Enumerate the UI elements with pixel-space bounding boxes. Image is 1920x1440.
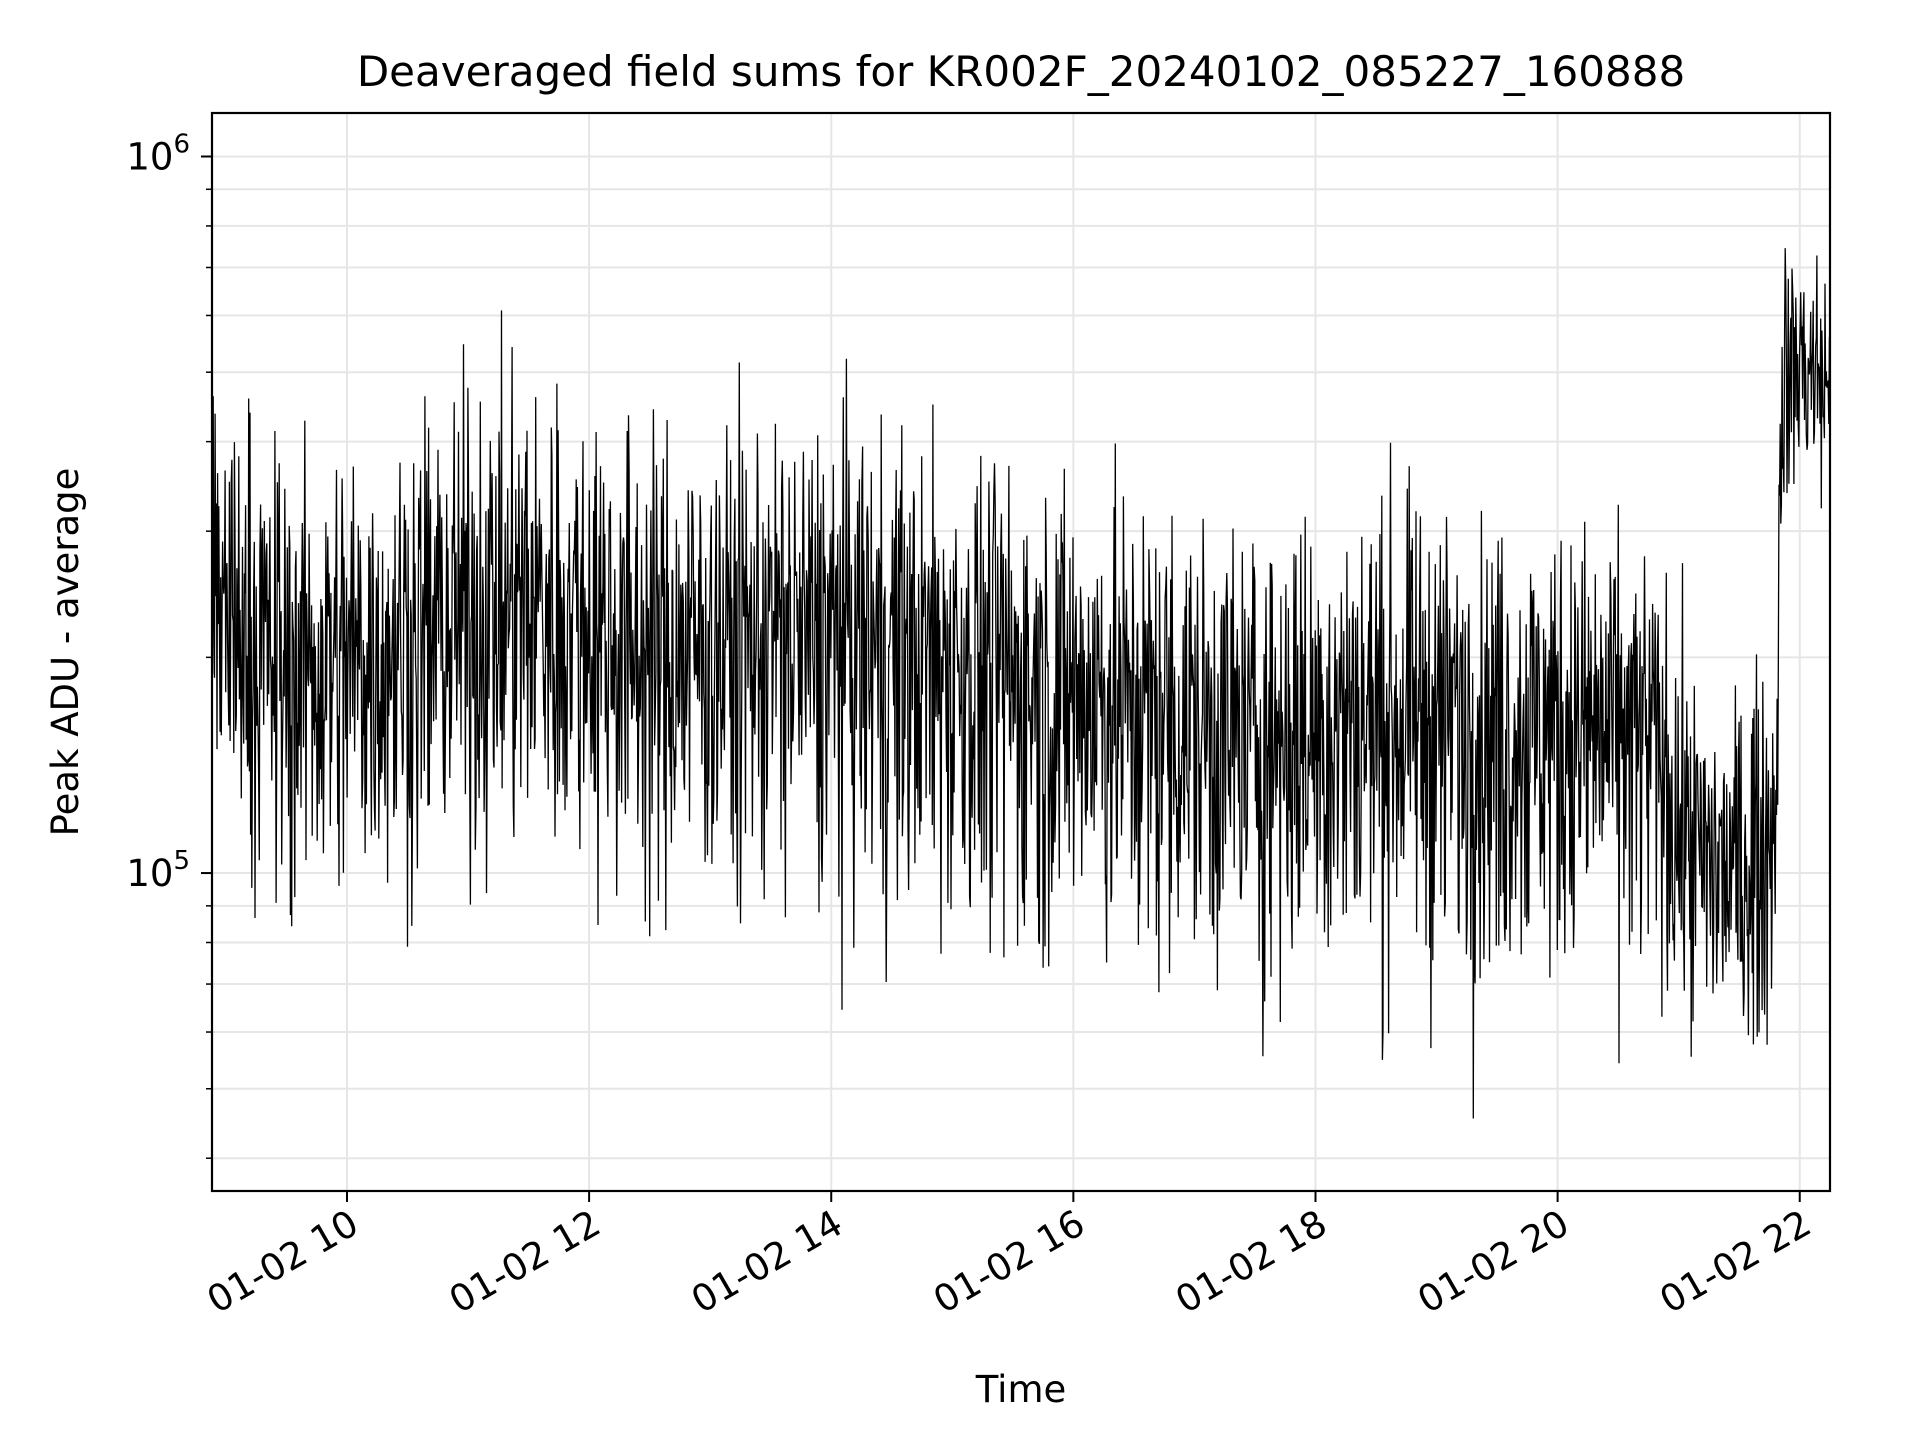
series-layer: [211, 248, 1831, 1119]
y-tick-label: 106: [126, 129, 190, 178]
y-axis-ticks: 105 106: [126, 129, 212, 1159]
y-tick-label: 105: [126, 846, 190, 895]
y-axis-label: Peak ADU - average: [44, 468, 87, 837]
plot-frame: [210, 111, 1832, 1193]
chart-title: Deaveraged field sums for KR002F_2024010…: [357, 47, 1685, 96]
series-line: [211, 248, 1831, 1119]
x-axis-label: Time: [975, 1368, 1067, 1411]
